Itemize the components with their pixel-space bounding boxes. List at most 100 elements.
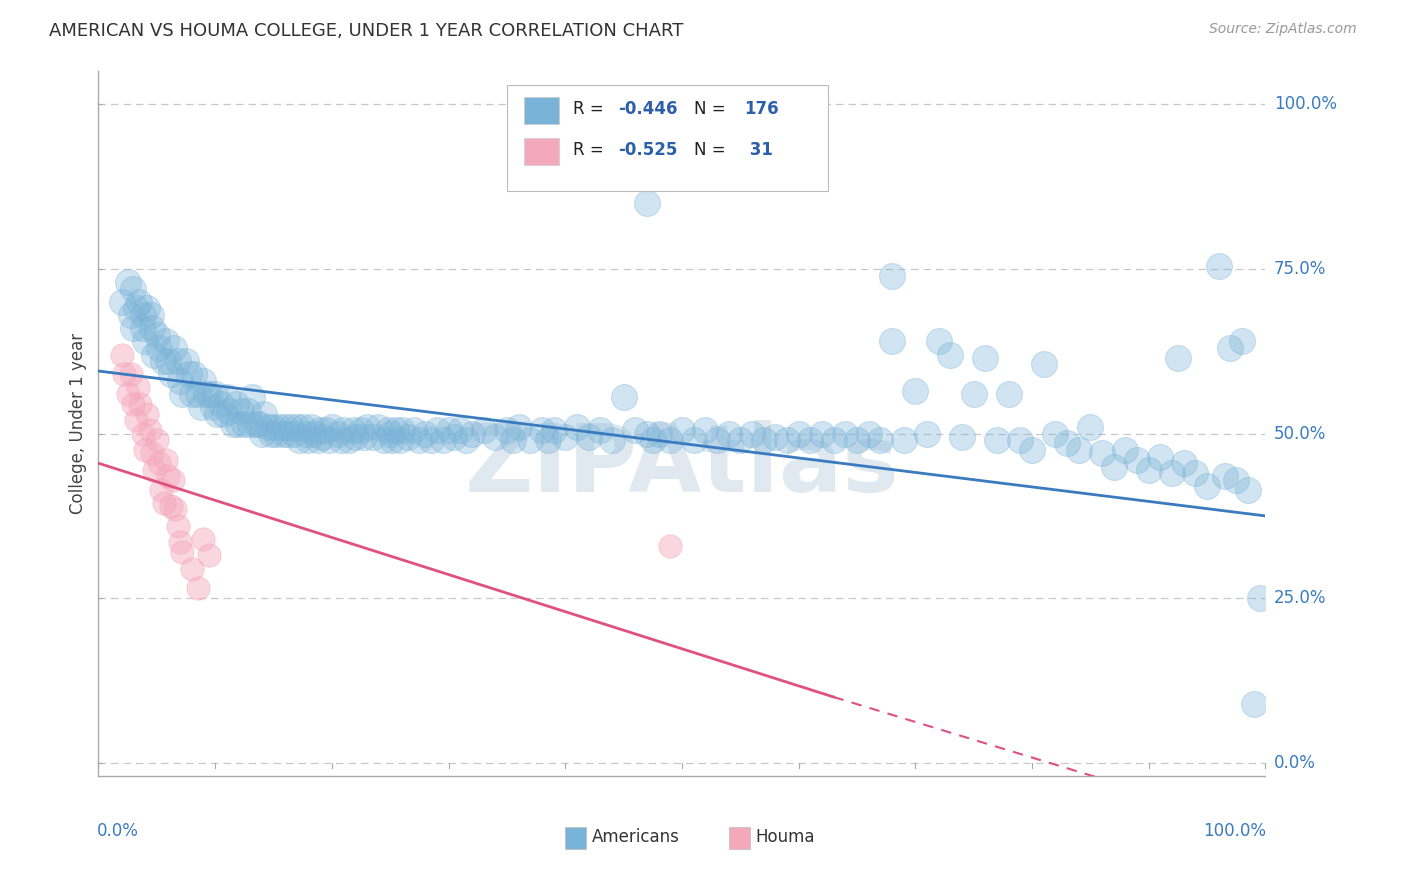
Point bbox=[519, 433, 541, 447]
Point bbox=[193, 374, 215, 388]
Point bbox=[1010, 433, 1032, 447]
Point bbox=[318, 433, 340, 447]
Text: -0.525: -0.525 bbox=[617, 141, 678, 159]
Point bbox=[128, 294, 150, 309]
Point bbox=[163, 341, 186, 355]
Point bbox=[344, 430, 367, 444]
Point bbox=[166, 354, 188, 368]
Point bbox=[330, 433, 353, 447]
Point bbox=[337, 433, 360, 447]
Point bbox=[285, 420, 308, 434]
Point bbox=[152, 354, 174, 368]
Point bbox=[148, 341, 170, 355]
Point bbox=[136, 407, 159, 421]
Point bbox=[117, 387, 139, 401]
Point bbox=[141, 446, 163, 460]
Point bbox=[717, 426, 740, 441]
Point bbox=[1230, 334, 1253, 349]
Point bbox=[472, 423, 495, 437]
Point bbox=[165, 502, 187, 516]
Point bbox=[183, 368, 205, 382]
Point bbox=[111, 347, 134, 361]
Point bbox=[143, 347, 166, 361]
Point bbox=[385, 423, 408, 437]
Point bbox=[880, 268, 903, 283]
Point bbox=[1173, 456, 1195, 470]
Point bbox=[201, 401, 224, 415]
Point bbox=[420, 433, 443, 447]
Point bbox=[174, 354, 197, 368]
Point bbox=[1225, 473, 1247, 487]
Point bbox=[443, 430, 465, 444]
Point bbox=[869, 433, 891, 447]
Point bbox=[752, 433, 775, 447]
Point bbox=[356, 420, 378, 434]
Point bbox=[311, 430, 333, 444]
Point bbox=[127, 380, 149, 394]
Point bbox=[353, 430, 375, 444]
Point bbox=[155, 334, 177, 349]
FancyBboxPatch shape bbox=[508, 86, 828, 191]
Point bbox=[288, 433, 311, 447]
Point bbox=[274, 420, 297, 434]
Point bbox=[214, 407, 236, 421]
Point bbox=[1126, 453, 1149, 467]
Text: AMERICAN VS HOUMA COLLEGE, UNDER 1 YEAR CORRELATION CHART: AMERICAN VS HOUMA COLLEGE, UNDER 1 YEAR … bbox=[49, 22, 683, 40]
Text: R =: R = bbox=[574, 141, 609, 159]
Point bbox=[396, 430, 419, 444]
Point bbox=[139, 308, 162, 322]
Point bbox=[169, 535, 191, 549]
Point bbox=[706, 433, 728, 447]
Point bbox=[1149, 450, 1171, 464]
Point bbox=[1102, 459, 1125, 474]
Point bbox=[207, 407, 229, 421]
Point bbox=[139, 423, 162, 437]
Point bbox=[159, 499, 181, 513]
Point bbox=[1213, 469, 1236, 483]
Point bbox=[152, 496, 174, 510]
Point bbox=[432, 433, 454, 447]
Text: 100.0%: 100.0% bbox=[1204, 822, 1267, 840]
Point bbox=[198, 549, 221, 563]
Point bbox=[239, 417, 262, 431]
Point bbox=[1045, 426, 1067, 441]
Point bbox=[1091, 446, 1114, 460]
Point bbox=[776, 433, 799, 447]
Point bbox=[613, 390, 636, 404]
Point bbox=[172, 545, 194, 559]
Point bbox=[380, 426, 402, 441]
Point bbox=[256, 420, 278, 434]
Point bbox=[350, 423, 373, 437]
Point bbox=[134, 334, 156, 349]
Point bbox=[148, 456, 170, 470]
Point bbox=[565, 420, 588, 434]
Point bbox=[125, 413, 148, 427]
Text: ZIPAtlas: ZIPAtlas bbox=[464, 420, 900, 512]
Point bbox=[233, 417, 256, 431]
Point bbox=[1021, 443, 1043, 458]
Point bbox=[508, 420, 530, 434]
Point bbox=[245, 417, 267, 431]
Point bbox=[122, 282, 145, 296]
Point bbox=[1243, 697, 1265, 711]
Point bbox=[169, 374, 191, 388]
Point bbox=[858, 426, 880, 441]
Point bbox=[554, 430, 576, 444]
Text: -0.446: -0.446 bbox=[617, 100, 678, 118]
Point bbox=[388, 433, 411, 447]
Point bbox=[180, 561, 202, 575]
Point bbox=[647, 426, 669, 441]
Point bbox=[221, 417, 243, 431]
Point bbox=[209, 397, 232, 411]
Point bbox=[659, 433, 682, 447]
Point bbox=[367, 420, 389, 434]
Point bbox=[1237, 483, 1260, 497]
Point bbox=[1167, 351, 1189, 365]
Point bbox=[166, 518, 188, 533]
Text: 100.0%: 100.0% bbox=[1274, 95, 1337, 113]
Point bbox=[146, 327, 169, 342]
Point bbox=[271, 426, 294, 441]
Text: 176: 176 bbox=[744, 100, 779, 118]
Point bbox=[269, 420, 291, 434]
Point bbox=[172, 387, 194, 401]
